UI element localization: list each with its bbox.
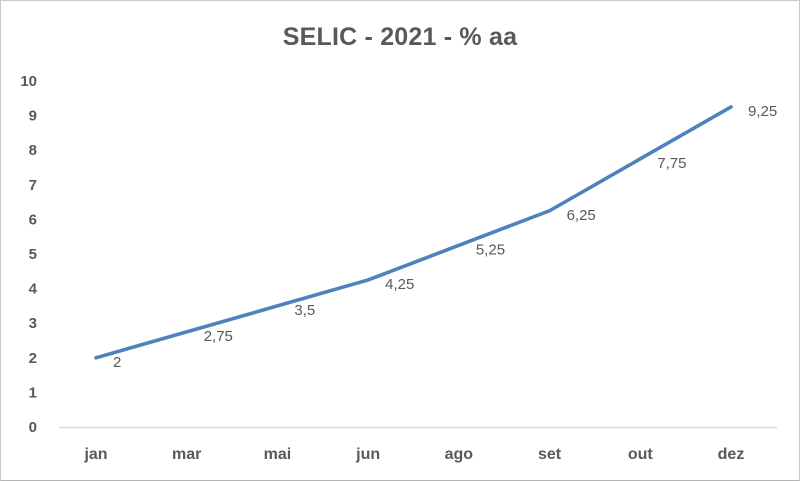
data-point-label: 5,25 [476, 241, 505, 258]
y-axis-tick-label: 0 [29, 419, 37, 436]
y-axis-tick-label: 1 [29, 384, 37, 401]
x-axis-tick-label: jun [355, 446, 380, 463]
y-axis-tick-label: 2 [29, 350, 37, 367]
x-axis-tick-label: ago [445, 446, 474, 463]
data-point-label: 2,75 [204, 328, 233, 345]
y-axis-tick-label: 4 [29, 281, 38, 298]
x-axis-tick-label: set [538, 446, 562, 463]
y-axis-tick-label: 3 [29, 315, 37, 332]
selic-series-line [94, 105, 733, 360]
data-point-label: 9,25 [748, 103, 777, 120]
data-point-label: 2 [113, 354, 121, 371]
y-axis-tick-label: 10 [20, 73, 37, 90]
y-axis-tick-label: 9 [29, 108, 37, 125]
x-axis-tick-label: dez [718, 446, 745, 463]
x-axis-tick-label: jan [83, 446, 107, 463]
y-axis-tick-label: 5 [29, 246, 37, 263]
data-point-label: 7,75 [657, 155, 686, 172]
chart-title: SELIC - 2021 - % aa [282, 23, 518, 51]
y-axis-tick-label: 8 [29, 142, 37, 159]
x-axis-tick-label: out [628, 446, 654, 463]
y-axis-tick-label: 7 [29, 177, 37, 194]
data-point-label: 3,5 [294, 302, 315, 319]
x-axis-tick-label: mar [172, 446, 201, 463]
data-point-label: 6,25 [567, 207, 596, 224]
data-point-label: 4,25 [385, 276, 414, 293]
y-axis-tick-label: 6 [29, 211, 37, 228]
x-axis-tick-label: mai [264, 446, 292, 463]
